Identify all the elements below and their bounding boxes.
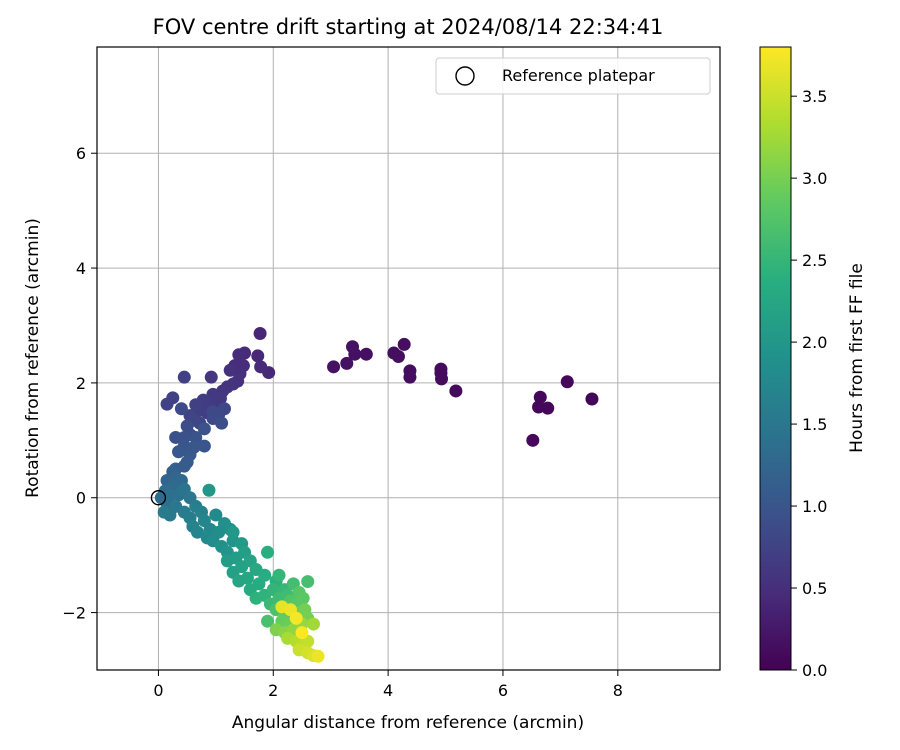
data-point [174, 402, 188, 416]
y-tick-label: 2 [76, 374, 86, 393]
y-tick-label: 0 [76, 489, 86, 508]
colorbar-tick-label: 1.0 [802, 497, 827, 516]
x-tick-label: 0 [153, 681, 163, 700]
data-point [306, 617, 320, 631]
data-point [204, 370, 218, 384]
data-point [190, 525, 204, 539]
colorbar-tick-label: 3.0 [802, 169, 827, 188]
data-point [169, 430, 183, 444]
chart-title: FOV centre drift starting at 2024/08/14 … [153, 15, 664, 39]
data-point [223, 363, 237, 377]
data-point [532, 400, 546, 414]
data-point [296, 591, 310, 605]
data-point [585, 392, 599, 406]
data-point [359, 347, 373, 361]
y-axis-ticks: −2 0 2 4 6 [62, 144, 97, 623]
data-point [289, 611, 303, 625]
data-point [387, 346, 401, 360]
x-axis-ticks: 0 2 4 6 8 [153, 670, 623, 700]
legend-label: Reference platepar [502, 66, 655, 85]
data-point [434, 366, 448, 380]
x-tick-label: 6 [498, 681, 508, 700]
y-tick-label: 4 [76, 259, 86, 278]
data-point [526, 433, 540, 447]
data-point [295, 626, 309, 640]
data-point [189, 398, 203, 412]
data-point [533, 390, 547, 404]
legend: Reference platepar [435, 57, 711, 95]
data-point [215, 416, 229, 430]
reference-marker [150, 490, 167, 506]
legend-marker [455, 66, 475, 86]
data-point [340, 356, 354, 370]
data-point [254, 360, 268, 374]
colorbar-label: Hours from first FF file [847, 263, 867, 453]
data-point [172, 445, 186, 459]
data-point [261, 614, 275, 628]
data-point [209, 508, 223, 522]
data-point [403, 364, 417, 378]
data-point [189, 430, 203, 444]
data-point [197, 422, 211, 436]
data-point [272, 568, 286, 582]
data-points [154, 327, 599, 663]
data-point [327, 360, 341, 374]
legend-box [435, 57, 711, 95]
x-axis-label: Angular distance from reference (arcmin) [232, 713, 584, 733]
colorbar-ticks: 0.0 0.5 1.0 1.5 2.0 2.5 3.0 3.5 [791, 87, 827, 680]
colorbar-tick-label: 2.5 [802, 251, 827, 270]
colorbar-gradient [759, 46, 792, 671]
x-tick-label: 2 [268, 681, 278, 700]
data-point [449, 384, 463, 398]
data-point [187, 440, 201, 454]
data-point [311, 649, 325, 663]
data-point [560, 375, 574, 389]
colorbar-tick-label: 0.0 [802, 661, 827, 680]
x-tick-label: 8 [613, 681, 623, 700]
data-point [261, 545, 275, 559]
grid [97, 47, 720, 670]
colorbar: 0.0 0.5 1.0 1.5 2.0 2.5 3.0 3.5 Hours from firs… [759, 46, 867, 680]
colorbar-tick-label: 2.0 [802, 333, 827, 352]
y-tick-label: 6 [76, 144, 86, 163]
data-point [253, 327, 267, 341]
data-point [226, 525, 240, 539]
data-point [160, 397, 174, 411]
y-tick-label: −2 [62, 604, 86, 623]
data-point [206, 405, 220, 419]
data-point [301, 575, 315, 589]
data-point [251, 349, 265, 363]
data-point [197, 439, 211, 453]
data-point [157, 505, 171, 519]
y-axis-label: Rotation from reference (arcmin) [23, 218, 43, 498]
data-point [397, 337, 411, 351]
data-point [232, 348, 246, 362]
data-point [240, 571, 254, 585]
plot-frame [96, 46, 721, 671]
data-point [346, 340, 360, 354]
data-point [258, 568, 272, 582]
colorbar-tick-label: 0.5 [802, 579, 827, 598]
data-point [202, 483, 216, 497]
colorbar-tick-label: 3.5 [802, 87, 827, 106]
data-point [177, 370, 191, 384]
x-tick-label: 4 [383, 681, 393, 700]
colorbar-tick-label: 1.5 [802, 415, 827, 434]
data-point [206, 387, 220, 401]
